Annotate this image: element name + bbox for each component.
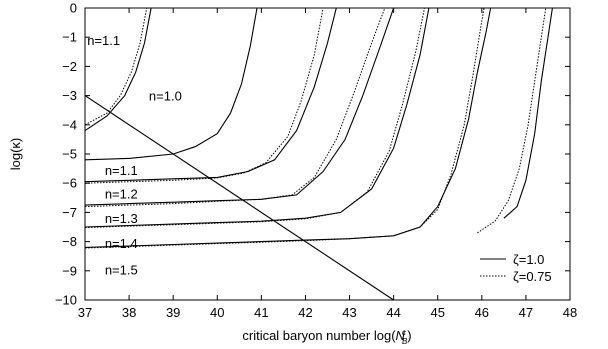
x-tick-label: 47 <box>519 305 533 320</box>
x-axis-label-sup: c <box>402 328 406 337</box>
curve-label: n=1.3 <box>105 211 138 226</box>
legend: ζ=1.0 ζ=0.75 <box>480 252 552 284</box>
plot-frame <box>84 7 571 301</box>
curve-label: n=1.0 <box>149 89 182 104</box>
x-tick-label: 43 <box>342 305 356 320</box>
curve-label: n=1.2 <box>105 186 138 201</box>
y-tick-label: −6 <box>62 176 77 191</box>
x-tick-label: 38 <box>122 305 136 320</box>
x-tick-label: 41 <box>254 305 268 320</box>
curve-label: n=1.4 <box>105 236 138 251</box>
solid-curve <box>85 8 337 183</box>
y-tick-label: −4 <box>62 117 77 132</box>
y-tick-label: −3 <box>62 88 77 103</box>
y-tick-label: −9 <box>62 263 77 278</box>
dotted-curve <box>85 8 148 126</box>
x-tick-label: 46 <box>475 305 489 320</box>
curve-labels: n=1.1 n=1.0 n=1.1 n=1.2 n=1.3 n=1.4 n=1.5 <box>87 33 182 277</box>
y-tick-labels: 0 −1 −2 −3 −4 −5 −6 −7 −8 −9 −10 <box>55 1 77 308</box>
dotted-curve <box>85 8 386 208</box>
x-tick-label: 37 <box>78 305 92 320</box>
x-tick-label: 44 <box>386 305 400 320</box>
dotted-curve <box>85 8 485 249</box>
solid-curve <box>85 8 430 228</box>
x-axis-label-text: critical baryon number log( <box>242 328 396 343</box>
solid-curve <box>85 8 152 132</box>
y-tick-label: −7 <box>62 205 77 220</box>
dotted-curve <box>477 8 547 234</box>
y-tick-label: −5 <box>62 147 77 162</box>
legend-label-2: ζ=0.75 <box>513 269 552 284</box>
x-tick-label: 40 <box>210 305 224 320</box>
x-axis-label-symbol: N <box>396 328 406 343</box>
y-tick-label: −8 <box>62 234 77 249</box>
solid-curve <box>85 8 492 248</box>
x-axis-label: critical baryon number log(Nc B) <box>242 328 411 346</box>
x-tick-label: 45 <box>430 305 444 320</box>
x-axis-label-end: ) <box>407 328 411 343</box>
curve-label: n=1.5 <box>105 262 138 277</box>
curve-label: n=1.1 <box>105 163 138 178</box>
dotted-curve <box>85 8 425 229</box>
x-tick-label: 39 <box>166 305 180 320</box>
solid-curve <box>503 8 553 219</box>
series-group <box>85 8 553 300</box>
x-tick-label: 42 <box>298 305 312 320</box>
y-tick-label: −2 <box>62 59 77 74</box>
solid-curve <box>85 95 394 300</box>
legend-label-1: ζ=1.0 <box>513 252 544 267</box>
solid-curve <box>85 8 395 206</box>
x-tick-label: 48 <box>563 305 577 320</box>
x-axis-label-sub: B <box>402 337 408 346</box>
x-tick-labels: 37 38 39 40 41 42 43 44 45 46 47 48 <box>78 305 577 320</box>
y-tick-label: −1 <box>62 30 77 45</box>
curve-label: n=1.1 <box>87 33 120 48</box>
y-axis-label: log(κ) <box>8 138 23 171</box>
y-tick-label: −10 <box>55 293 77 308</box>
y-tick-label: 0 <box>70 1 77 16</box>
dotted-curve <box>85 8 324 184</box>
solid-curve <box>85 8 258 161</box>
